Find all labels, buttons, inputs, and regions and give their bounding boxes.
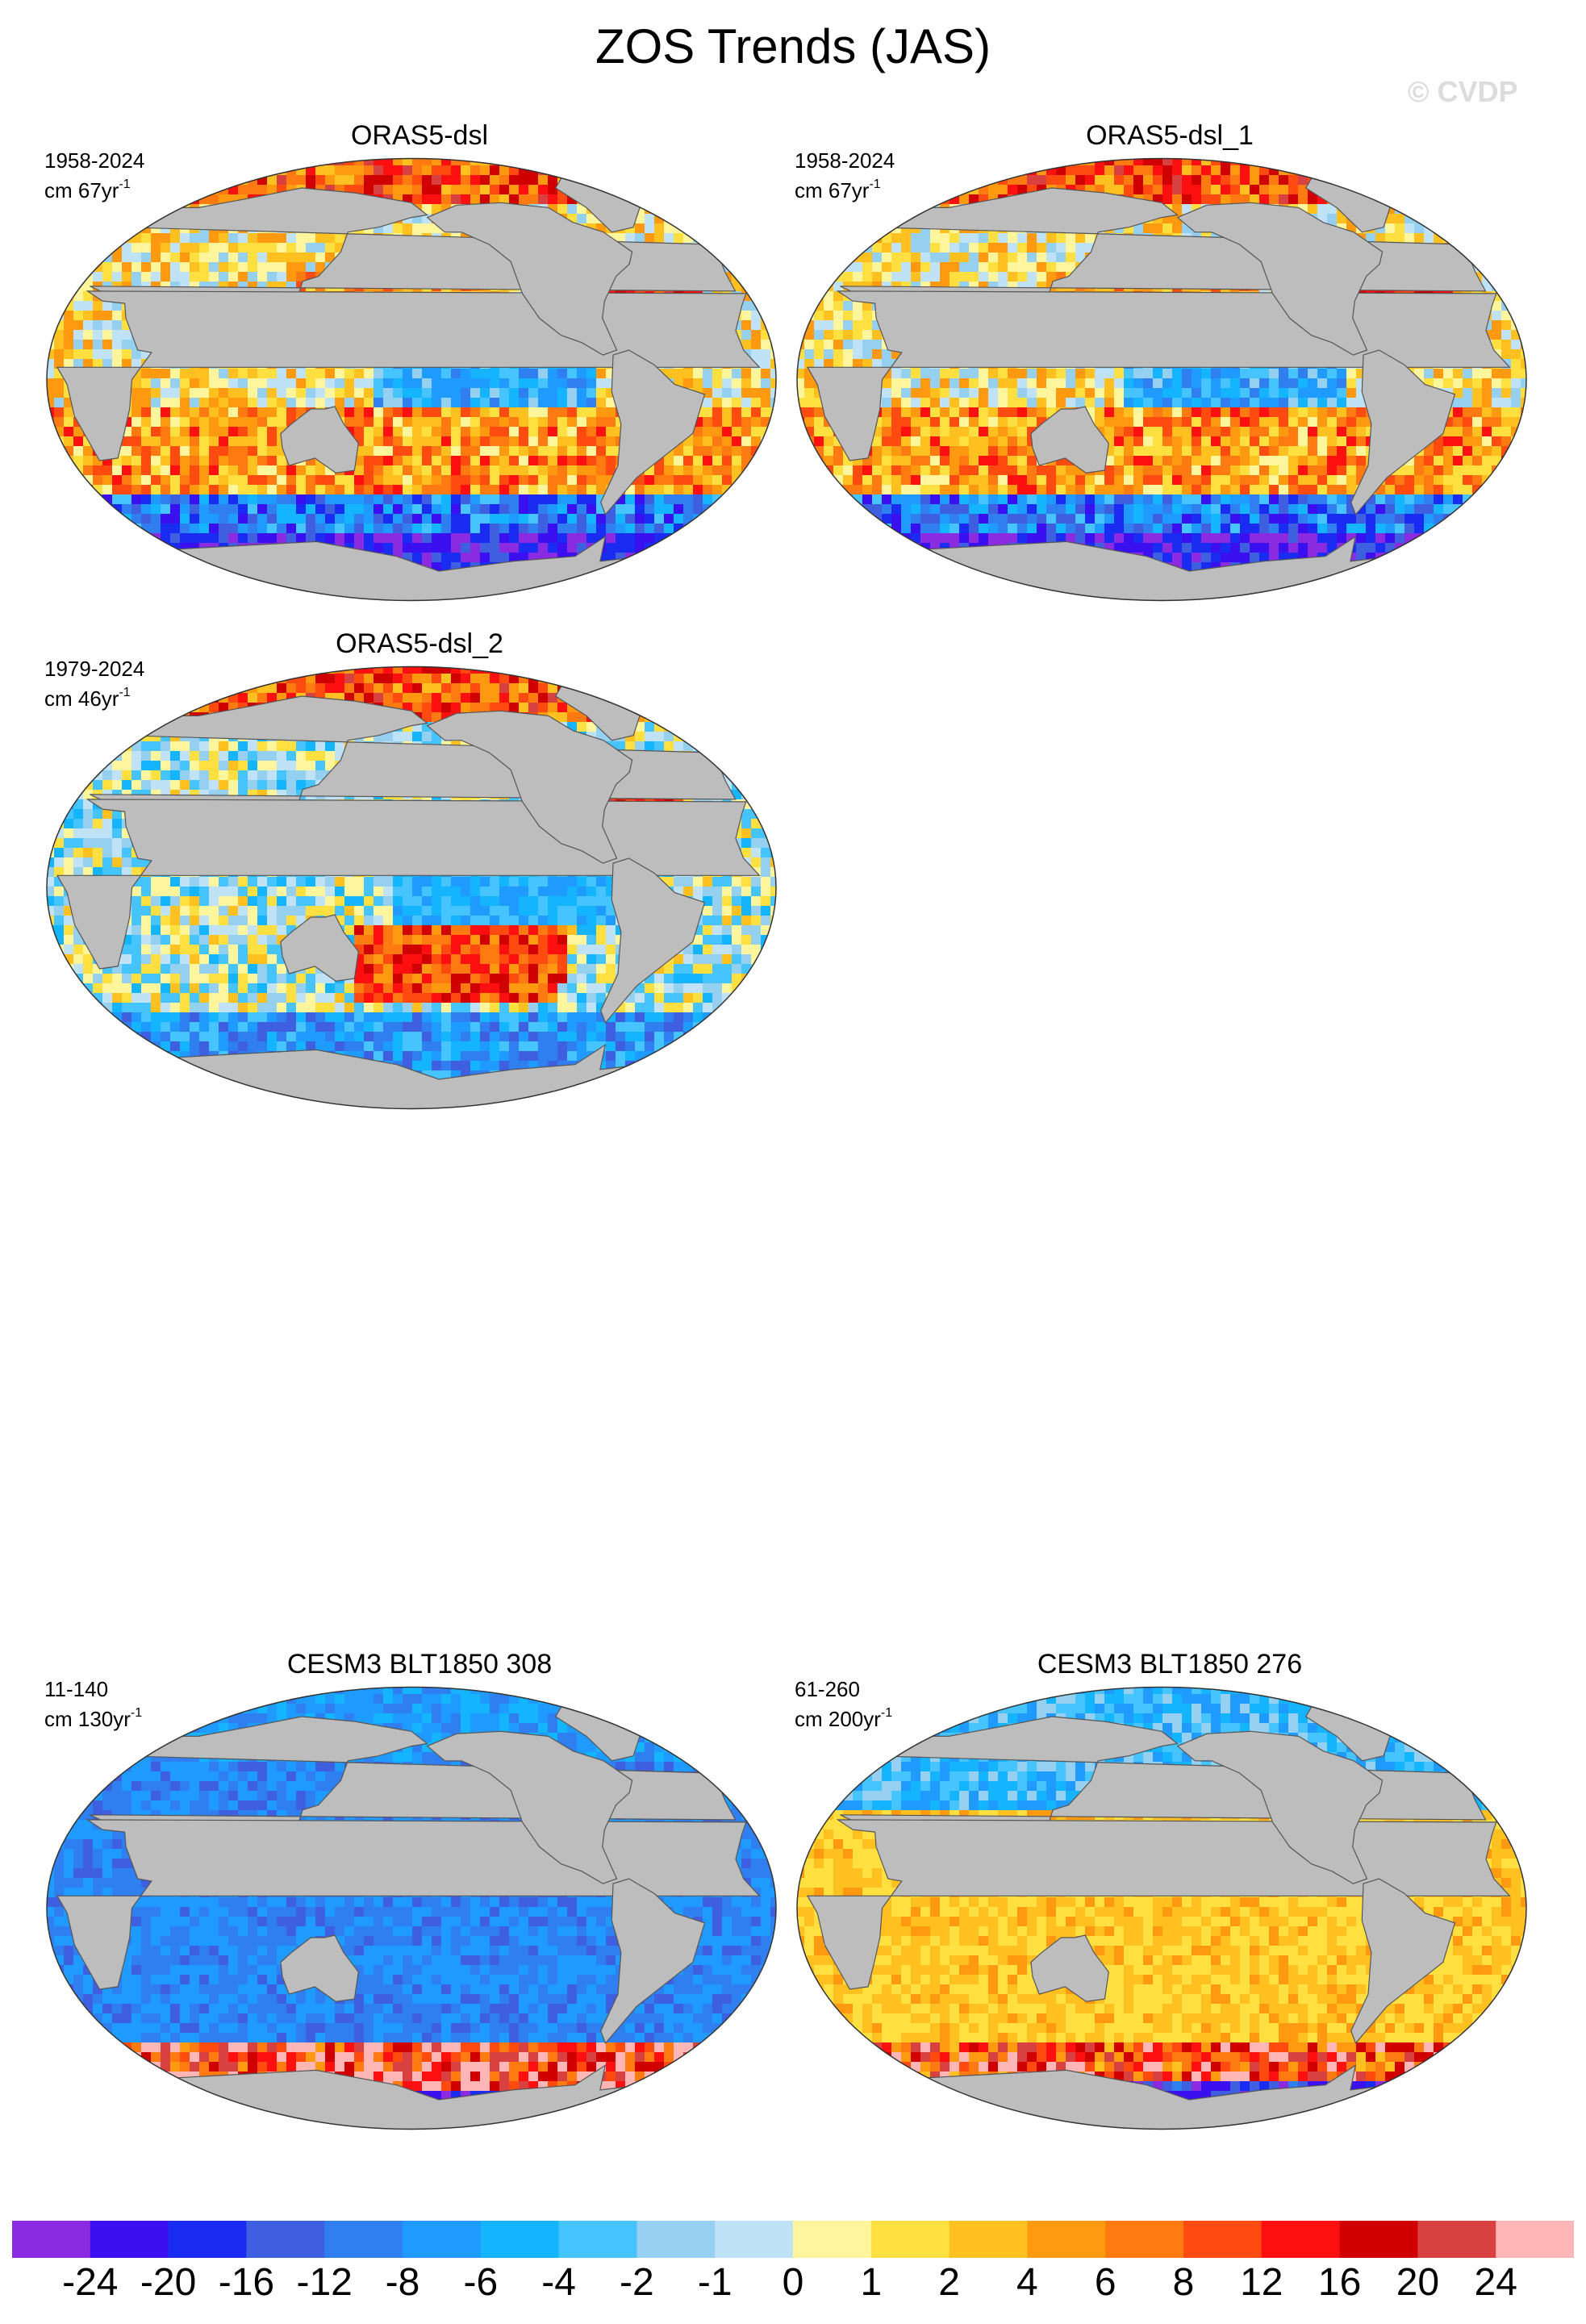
trend-map: [796, 157, 1527, 602]
trend-map: [46, 1686, 777, 2130]
colorbar-swatch: [1027, 2221, 1106, 2258]
map-panel-oras5-dsl: ORAS5-dsl 1958-2024 cm 67yr-1: [44, 119, 795, 603]
land-mass: [1030, 1934, 1109, 2002]
colorbar-tick-label: -8: [385, 2261, 420, 2304]
colorbar-swatch: [715, 2221, 794, 2258]
colorbar-tick-label: 12: [1240, 2261, 1283, 2304]
land-mass: [426, 1730, 633, 1884]
map-outline: [46, 665, 777, 1110]
land-mass: [1176, 1730, 1384, 1884]
land-mass: [1350, 349, 1456, 516]
colorbar-swatch: [246, 2221, 325, 2258]
colorbar-tick-label: 8: [1172, 2261, 1195, 2304]
colorbar-tick-label: 6: [1094, 2261, 1116, 2304]
page-title: ZOS Trends (JAS): [595, 19, 991, 73]
panel-period: 1979-2024: [44, 657, 145, 681]
colorbar-tick-label: 0: [782, 2261, 804, 2304]
map-outline: [46, 1686, 777, 2130]
colorbar-swatch: [949, 2221, 1028, 2258]
land-mass: [280, 406, 359, 474]
colorbar-swatch: [1339, 2221, 1418, 2258]
colorbar-swatch: [168, 2221, 247, 2258]
panel-period: 61-260: [795, 1677, 860, 1701]
panel-title: CESM3 BLT1850 308: [286, 1649, 553, 1679]
colorbar-tick-label: -2: [620, 2261, 654, 2304]
colorbar-tick-label: -20: [140, 2261, 197, 2304]
map-panel-oras5-dsl-1: ORAS5-dsl_1 1958-2024 cm 67yr-1: [795, 119, 1545, 603]
colorbar-tick-label: 16: [1317, 2261, 1362, 2304]
land-mass: [1176, 202, 1384, 356]
trend-map: [46, 157, 777, 602]
land-mass: [600, 349, 706, 516]
colorbar-swatch: [1105, 2221, 1184, 2258]
map-outline: [46, 157, 777, 602]
panel-period: 1958-2024: [795, 148, 895, 173]
colorbar-swatch: [793, 2221, 872, 2258]
colorbar-tick-label: -4: [541, 2261, 576, 2304]
map-panel-cesm3-308: CESM3 BLT1850 308 11-140 cm 130yr-1: [44, 1648, 795, 2132]
colorbar-tick-label: 1: [860, 2261, 883, 2304]
colorbar-swatch: [870, 2221, 950, 2258]
colorbar-tick-label: 24: [1474, 2261, 1517, 2304]
land-mass: [426, 710, 633, 864]
colorbar-tick-label: 4: [1016, 2261, 1038, 2304]
trend-map: [796, 1686, 1527, 2130]
land-mass: [280, 1934, 359, 2002]
panel-units: cm 200yr-1: [795, 1706, 893, 1731]
panel-title: ORAS5-dsl_1: [1086, 120, 1254, 151]
map-outline: [796, 1686, 1527, 2130]
colorbar: [12, 2221, 1574, 2258]
colorbar-swatch: [480, 2221, 560, 2258]
land-mass: [1030, 406, 1109, 474]
colorbar-swatch: [1496, 2221, 1574, 2258]
panel-units: cm 130yr-1: [44, 1706, 143, 1731]
colorbar-swatch: [12, 2221, 91, 2258]
map-panel-oras5-dsl-2: ORAS5-dsl_2 1979-2024 cm 46yr-1: [44, 628, 795, 1112]
colorbar-tick-label: 20: [1396, 2261, 1440, 2304]
colorbar-swatch: [90, 2221, 169, 2258]
map-outline: [796, 157, 1527, 602]
colorbar-labels: -24 -20 -16 -12 -8 -6 -4 -2 -1 0 1 2 4 6 8 12 16 20 24: [0, 2259, 1586, 2307]
colorbar-swatch: [636, 2221, 716, 2258]
panel-title: CESM3 BLT1850 276: [1037, 1649, 1303, 1679]
panel-units: cm 46yr-1: [44, 686, 131, 711]
colorbar-tick-label: -12: [296, 2261, 353, 2304]
panel-title: ORAS5-dsl: [350, 120, 489, 151]
land-mass: [600, 1878, 706, 2045]
colorbar-swatch: [324, 2221, 403, 2258]
colorbar-tick-label: -24: [62, 2261, 119, 2304]
watermark: © CVDP: [1408, 75, 1518, 108]
colorbar-tick-label: -16: [218, 2261, 275, 2304]
colorbar-tick-label: -1: [697, 2261, 732, 2304]
panel-units: cm 67yr-1: [795, 177, 881, 202]
colorbar-swatch: [1183, 2221, 1263, 2258]
panel-period: 1958-2024: [44, 148, 145, 173]
panel-period: 11-140: [44, 1677, 109, 1701]
colorbar-swatch: [558, 2221, 637, 2258]
land-mass: [426, 202, 633, 356]
colorbar-swatch: [1261, 2221, 1341, 2258]
colorbar-tick-label: 2: [938, 2261, 960, 2304]
panel-title: ORAS5-dsl_2: [336, 628, 503, 659]
land-mass: [1350, 1878, 1456, 2045]
map-panel-cesm3-276: CESM3 BLT1850 276 61-260 cm 200yr-1: [795, 1648, 1545, 2132]
colorbar-tick-label: -6: [463, 2261, 499, 2304]
colorbar-swatch: [403, 2221, 482, 2258]
trend-map: [46, 665, 777, 1110]
land-mass: [600, 857, 706, 1024]
land-mass: [280, 914, 359, 982]
panel-units: cm 67yr-1: [44, 177, 131, 202]
colorbar-swatch: [1417, 2221, 1496, 2258]
